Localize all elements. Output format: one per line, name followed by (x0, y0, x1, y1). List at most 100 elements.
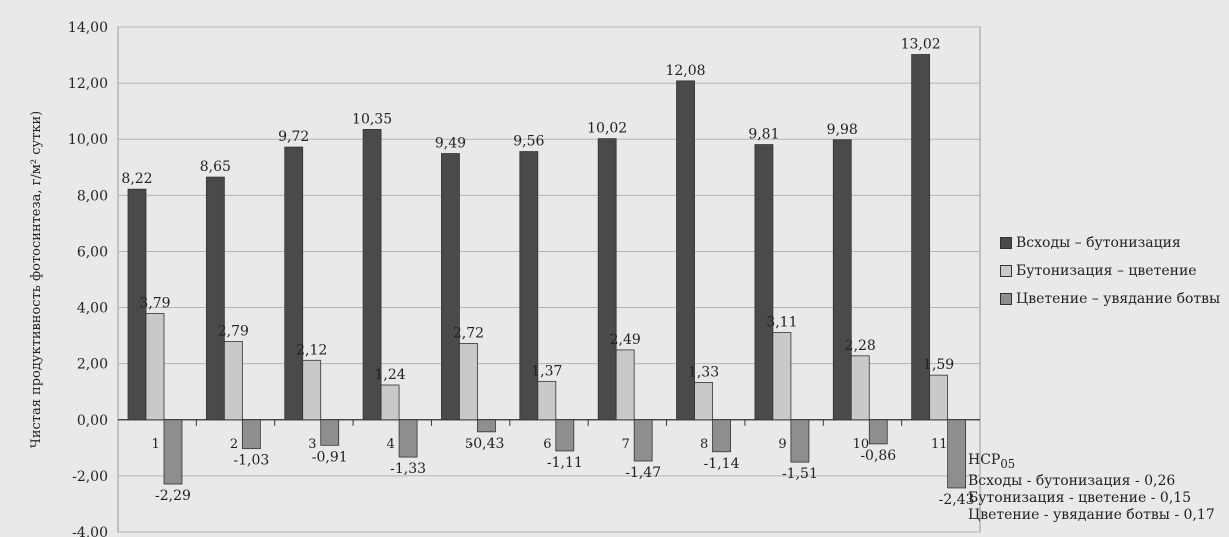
bar-series-2 (537, 380, 557, 421)
bar-series-3 (712, 419, 731, 453)
data-label: 10,35 (352, 111, 392, 127)
bar-series-1 (284, 146, 304, 421)
legend-item-3: Цветение – увядание ботвы (1000, 291, 1220, 307)
data-label: 10,02 (587, 121, 627, 137)
x-tick-label: 5 (465, 437, 473, 452)
bar-series-2 (929, 374, 949, 421)
bar-series-2 (302, 359, 322, 421)
x-tick-label: 11 (931, 437, 948, 452)
data-label: -1,11 (547, 455, 583, 471)
data-label: 1,24 (375, 367, 406, 383)
data-label: 9,56 (513, 134, 544, 150)
data-label: -1,33 (390, 461, 426, 477)
bar-series-3 (320, 419, 340, 446)
bar-series-2 (459, 343, 478, 421)
bar-series-2 (615, 349, 635, 421)
data-label: 9,49 (435, 136, 466, 152)
bar-series-1 (362, 129, 382, 421)
bar-series-1 (676, 80, 695, 421)
data-label: 13,02 (901, 36, 941, 52)
lsd-note: НСР05 Всходы - бутонизация - 0,26 Бутони… (968, 452, 1215, 524)
y-tick-label: -4,00 (72, 525, 108, 537)
data-label: 8,22 (121, 171, 152, 187)
y-tick-label: 0,00 (77, 413, 108, 429)
legend-item-1: Всходы – бутонизация (1000, 235, 1220, 251)
bar-series-1 (597, 138, 617, 421)
x-tick-label: 9 (778, 437, 786, 452)
legend-label-3: Цветение – увядание ботвы (1016, 291, 1221, 307)
legend-swatch-1 (1000, 237, 1012, 249)
legend-swatch-2 (1000, 265, 1012, 277)
bar-series-2 (772, 332, 792, 421)
y-tick-label: -2,00 (72, 469, 108, 485)
bar-series-1 (127, 188, 147, 421)
data-label: -1,14 (704, 456, 740, 472)
bar-series-1 (205, 176, 225, 421)
y-tick-label: 12,00 (68, 76, 108, 92)
bar-series-3 (163, 419, 183, 485)
lsd-line-3: Цветение - увядание ботвы - 0,17 (968, 506, 1215, 523)
data-label: 8,65 (200, 159, 231, 175)
data-label: -0,91 (312, 449, 348, 465)
bar-series-3 (241, 419, 261, 450)
legend-label-1: Всходы – бутонизация (1016, 235, 1181, 251)
y-tick-label: 8,00 (77, 188, 108, 204)
bar-series-2 (380, 384, 400, 421)
data-label: -1,47 (625, 465, 661, 481)
bar-series-3 (398, 419, 418, 458)
bar-series-2 (694, 382, 713, 421)
y-tick-label: 6,00 (77, 244, 108, 260)
bar-series-3 (790, 419, 810, 463)
legend-item-2: Бутонизация – цветение (1000, 263, 1220, 279)
x-tick-label: 8 (700, 437, 708, 452)
data-label: 2,72 (453, 325, 484, 341)
x-tick-label: 7 (622, 437, 630, 452)
y-axis-label: Чистая продуктивность фотосинтеза, г/м² … (29, 111, 44, 448)
data-label: 2,28 (845, 338, 876, 354)
bar-series-2 (145, 313, 165, 421)
data-label: 9,81 (748, 127, 779, 143)
lsd-line-1: Всходы - бутонизация - 0,26 (968, 472, 1176, 489)
legend: Всходы – бутонизация Бутонизация – цвете… (1000, 235, 1220, 319)
y-tick-label: 4,00 (77, 301, 108, 317)
data-label: -0,86 (860, 448, 896, 464)
bar-series-3 (868, 419, 888, 445)
data-label: 3,79 (139, 295, 170, 311)
bar-series-1 (754, 144, 774, 421)
x-tick-label: 4 (387, 437, 395, 452)
y-tick-label: 2,00 (77, 357, 108, 373)
y-tick-label: 14,00 (68, 20, 108, 36)
lsd-line-2: Бутонизация - цветение - 0,15 (968, 489, 1192, 506)
legend-label-2: Бутонизация – цветение (1016, 263, 1197, 279)
bar-series-3 (555, 419, 575, 452)
data-label: 3,11 (766, 315, 797, 331)
bar-series-2 (850, 355, 870, 421)
data-label: 12,08 (665, 63, 705, 79)
data-label: -0,43 (469, 436, 505, 452)
data-label: -2,29 (155, 488, 191, 504)
bar-series-1 (911, 54, 931, 421)
data-label: -2,43 (939, 492, 975, 508)
data-label: 1,59 (923, 357, 954, 373)
data-label: 2,49 (610, 332, 641, 348)
bar-series-1 (441, 153, 460, 421)
data-label: 2,79 (218, 324, 249, 340)
bar-series-3 (947, 419, 967, 489)
data-label: -1,03 (233, 453, 269, 469)
data-label: 2,12 (296, 342, 327, 358)
x-tick-label: 2 (230, 437, 238, 452)
data-label: 1,33 (688, 364, 719, 380)
y-tick-label: 10,00 (68, 132, 108, 148)
bar-series-1 (832, 139, 852, 421)
bar-series-3 (633, 419, 653, 462)
x-tick-label: 3 (308, 437, 316, 452)
data-label: 9,98 (827, 122, 858, 138)
bar-series-3 (477, 419, 496, 433)
data-label: 9,72 (278, 129, 309, 145)
x-tick-label: 6 (543, 437, 551, 452)
lsd-title: НСР05 (968, 452, 1016, 471)
x-tick-label: 1 (151, 437, 159, 452)
bar-series-1 (519, 151, 539, 421)
